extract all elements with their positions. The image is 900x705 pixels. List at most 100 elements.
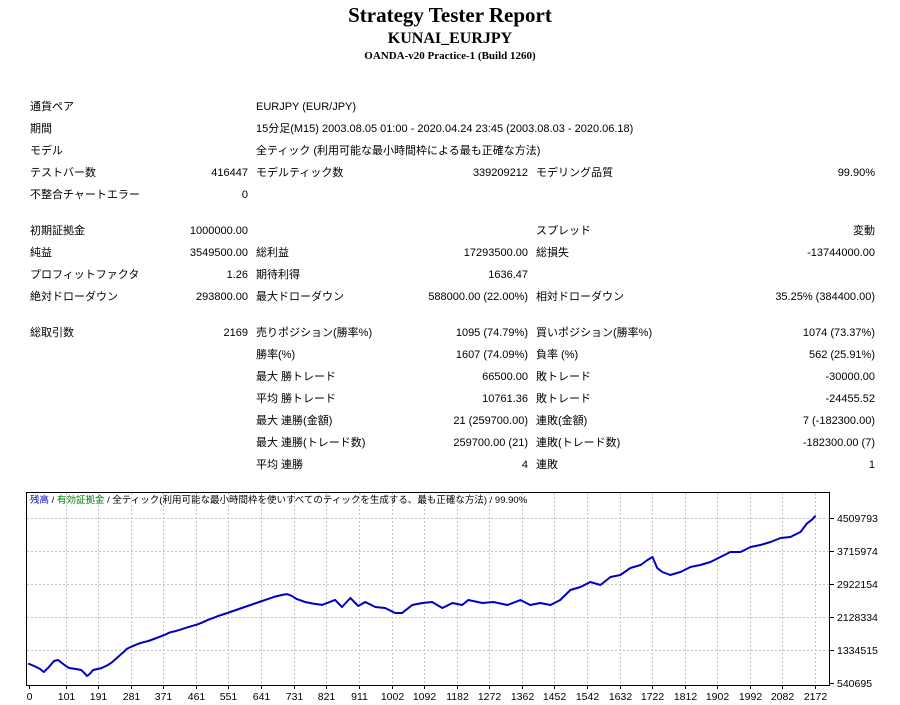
report-label: 買いポジション(勝率%) [536,327,653,339]
report-value: 0 [241,189,248,201]
report-value [160,140,248,162]
report-label: モデル [30,145,63,157]
report-value: 3549500.00 [189,247,248,259]
x-axis-label: 1362 [511,691,535,703]
report-row: 最大 連勝(金額) 21 (259700.00) 連敗(金額) 7 (-182300.… [30,410,875,432]
x-axis-label: 911 [351,691,368,703]
report-label: 総損失 [536,247,569,259]
report-value: 259700.00 (21) [453,437,528,449]
y-axis-label: 1334515 [837,645,878,657]
report-label: 敗トレード [536,393,591,405]
report-row: 初期証拠金 1000000.00 スプレッド 変動 [30,220,875,242]
report-section-2: 初期証拠金 1000000.00 スプレッド 変動 純益 3549500.00 総利益 172… [30,220,875,308]
report-row: 通貨ペア EURJPY (EUR/JPY) [30,96,875,118]
report-label: 総利益 [256,247,289,259]
report-label: 最大 勝トレード [256,371,337,383]
report-label: テストバー数 [30,167,96,179]
x-axis-label: 731 [286,691,304,703]
x-axis-label: 821 [318,691,336,703]
x-axis-label: 551 [220,691,238,703]
report-row: 期間 15分足(M15) 2003.08.05 01:00 - 2020.04.2… [30,118,875,140]
x-axis-label: 1092 [413,691,437,703]
report-value [160,118,248,140]
report-label: 期待利得 [256,269,300,281]
report-row: 最大 勝トレード 66500.00 敗トレード -30000.00 [30,366,875,388]
report-label: 勝率(%) [256,349,296,361]
report-value [704,140,875,162]
report-label: モデルティック数 [256,167,344,179]
report-section-1: 通貨ペア EURJPY (EUR/JPY) 期間 15分足(M15) 2003.08.… [30,96,875,206]
report-value [704,184,875,206]
report-row: 不整合チャートエラー 0 [30,184,875,206]
report-label [30,410,160,432]
legend-part-2: 有効証拠金 [56,495,105,506]
report-label [536,140,704,162]
x-axis-label: 461 [188,691,206,703]
report-label: 不整合チャートエラー [30,189,140,201]
report-label: 連敗(金額) [536,415,588,427]
report-label: 平均 連勝 [256,459,304,471]
report-value: -24455.52 [825,393,875,405]
report-value: -13744000.00 [807,247,875,259]
report-table: 通貨ペア EURJPY (EUR/JPY) 期間 15分足(M15) 2003.08.… [30,96,875,476]
x-axis-label: 371 [155,691,173,703]
report-label: スプレッド [536,225,591,237]
report-value [160,432,248,454]
x-axis-label: 0 [27,691,33,703]
report-value [160,388,248,410]
report-value: 2169 [223,327,248,339]
report-header: Strategy Tester Report KUNAI_EURJPY OAND… [0,2,900,64]
report-value: 99.90% [837,167,875,179]
report-label [536,96,704,118]
x-axis-label: 1542 [576,691,600,703]
report-value: 588000.00 (22.00%) [428,291,528,303]
x-axis-label: 281 [123,691,141,703]
report-value [160,454,248,476]
report-label [536,118,704,140]
report-label [256,184,404,206]
report-row: 総取引数 2169 売りポジション(勝率%) 1095 (74.79%) 買いポジション… [30,322,875,344]
report-row: 勝率(%) 1607 (74.09%) 負率 (%) 562 (25.91%) [30,344,875,366]
report-label [256,220,404,242]
balance-curve [28,515,816,677]
report-row: 平均 連勝 4 連敗 1 [30,454,875,476]
report-value: 1.26 [226,269,248,281]
x-axis-label: 1452 [543,691,567,703]
report-label: プロフィットファクタ [30,269,140,281]
report-label: 全ティック (利用可能な最小時間枠による最も正確な方法) [256,145,541,157]
legend-part-3: / 全ティック(利用可能な最小時間枠を使いすべてのティックを生成する、最も正確な… [104,495,528,506]
report-value [404,184,528,206]
x-axis-label: 1812 [674,691,698,703]
report-label: 絶対ドローダウン [30,291,118,303]
report-label: 15分足(M15) 2003.08.05 01:00 - 2020.04.24 … [256,123,634,135]
y-axis-label: 540695 [837,678,872,690]
report-label: モデリング品質 [536,167,613,179]
report-row: プロフィットファクタ 1.26 期待利得 1636.47 [30,264,875,286]
x-axis-label: 2172 [804,691,828,703]
report-value [704,96,875,118]
report-value: 293800.00 [196,291,248,303]
report-value [160,344,248,366]
report-value: 1095 (74.79%) [455,327,528,339]
report-value: 339209212 [472,167,528,179]
y-axis-label: 2922154 [837,579,878,591]
report-label [536,264,704,286]
report-label: 最大 連勝(金額) [256,415,333,427]
report-label [30,432,160,454]
y-axis-label: 2128334 [837,612,878,624]
report-value [160,366,248,388]
report-value: -182300.00 (7) [802,437,875,449]
x-axis-label: 1902 [706,691,730,703]
server-title: OANDA-v20 Practice-1 (Build 1260) [364,50,536,62]
y-axis-label: 3715974 [837,546,878,558]
chart-plot-area [26,492,830,686]
report-value: 66500.00 [482,371,528,383]
report-value: 416447 [211,167,248,179]
report-label: 最大 連勝(トレード数) [256,437,366,449]
report-value [404,140,528,162]
report-value: 17293500.00 [463,247,528,259]
x-axis-label: 1992 [739,691,763,703]
report-value: 35.25% (384400.00) [775,291,875,303]
report-value: 562 (25.91%) [808,349,875,361]
x-axis-label: 1722 [641,691,665,703]
